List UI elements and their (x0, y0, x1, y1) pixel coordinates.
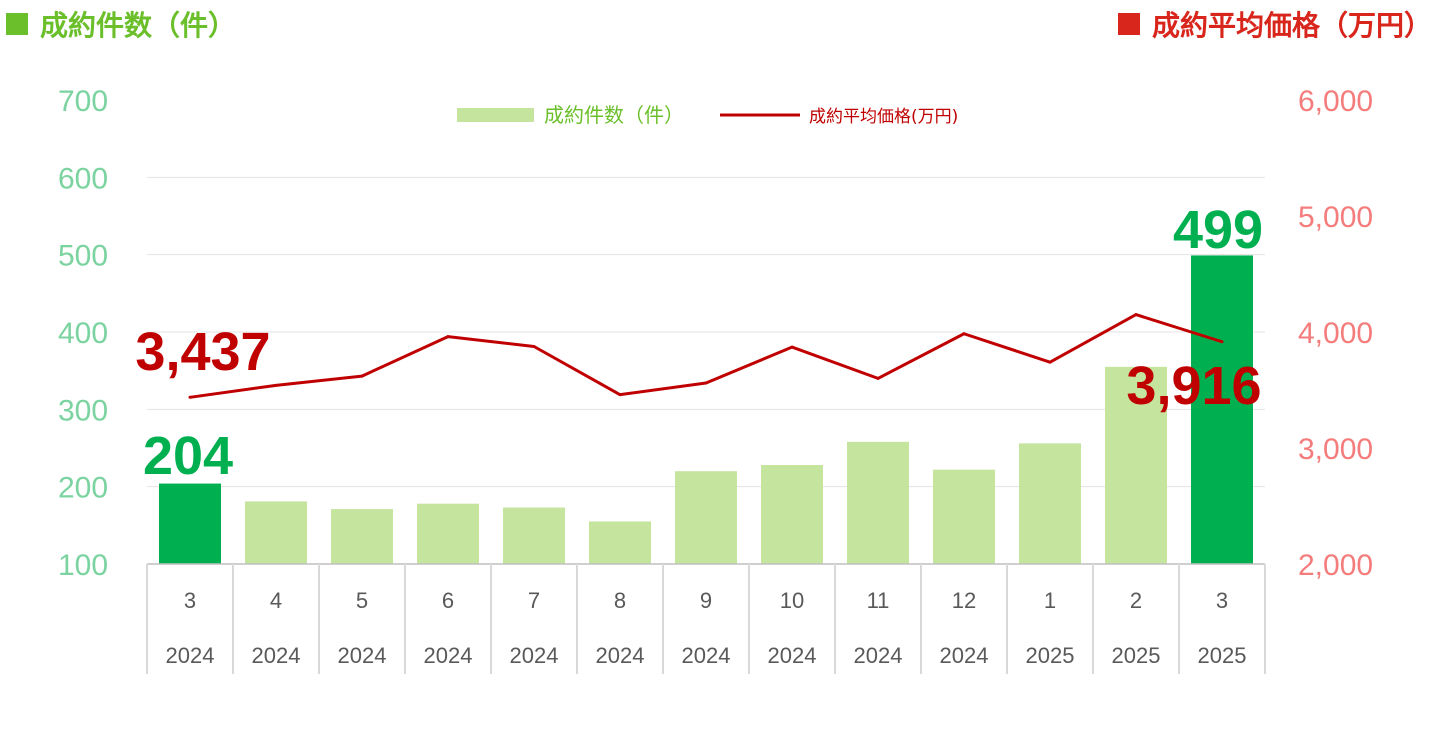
bar (417, 503, 479, 564)
bar (761, 465, 823, 564)
x-year-label: 2024 (768, 643, 817, 668)
bar (933, 469, 995, 564)
left-axis-tick-label: 300 (58, 394, 108, 427)
price-point (188, 395, 192, 399)
price-line (189, 313, 1223, 399)
bar (159, 483, 221, 564)
x-year-label: 2024 (682, 643, 731, 668)
price-point (1048, 360, 1052, 364)
right-axis-tick-label: 3,000 (1298, 433, 1373, 466)
bar (589, 521, 651, 564)
data-label: 204 (143, 426, 233, 486)
x-year-label: 2024 (166, 643, 215, 668)
price-point (274, 383, 278, 387)
price-point (532, 345, 536, 348)
data-label: 3,437 (135, 322, 270, 382)
x-year-label: 2025 (1198, 643, 1247, 668)
x-year-label: 2025 (1026, 643, 1075, 668)
left-axis-tick-label: 600 (58, 162, 108, 195)
price-point (876, 376, 880, 380)
green-square-icon (6, 13, 28, 35)
bar (1105, 366, 1167, 564)
x-month-label: 3 (184, 588, 196, 613)
legend-line-label: 成約平均価格(万円) (809, 107, 958, 127)
left-axis-header: 成約件数（件） (6, 4, 236, 44)
right-axis-tick-label: 6,000 (1298, 85, 1373, 118)
x-year-label: 2024 (510, 643, 559, 668)
x-year-label: 2024 (940, 643, 989, 668)
x-month-label: 4 (270, 588, 282, 613)
price-point (446, 335, 450, 339)
x-month-label: 7 (528, 588, 540, 613)
bar (1019, 443, 1081, 564)
x-year-label: 2025 (1112, 643, 1161, 668)
left-axis-tick-label: 700 (58, 85, 108, 118)
x-month-label: 1 (1044, 588, 1056, 613)
bar (503, 507, 565, 564)
price-point (704, 381, 708, 385)
x-year-label: 2024 (338, 643, 387, 668)
right-axis-tick-label: 4,000 (1298, 317, 1373, 350)
bar (245, 501, 307, 564)
x-year-label: 2024 (596, 643, 645, 668)
x-month-label: 3 (1216, 588, 1228, 613)
price-point (1134, 313, 1138, 317)
right-axis-tick-label: 2,000 (1298, 549, 1373, 582)
x-month-label: 10 (780, 588, 804, 613)
x-year-label: 2024 (252, 643, 301, 668)
x-month-label: 6 (442, 588, 454, 613)
bar (675, 471, 737, 564)
left-axis-tick-label: 100 (58, 549, 108, 582)
price-point (790, 345, 794, 349)
x-year-label: 2024 (424, 643, 473, 668)
right-axis-header-label: 成約平均価格（万円） (1151, 9, 1432, 42)
data-label: 499 (1173, 200, 1263, 260)
right-axis-header: 成約平均価格（万円） (1117, 4, 1432, 44)
price-point (962, 332, 966, 336)
bar (1191, 255, 1253, 564)
x-month-label: 11 (867, 588, 890, 613)
x-month-label: 9 (700, 588, 712, 613)
price-point (1220, 340, 1224, 344)
x-month-label: 2 (1130, 588, 1142, 613)
left-axis-tick-label: 200 (58, 472, 108, 505)
left-axis-tick-label: 400 (58, 317, 108, 350)
bar (847, 441, 909, 564)
x-month-label: 5 (356, 588, 368, 613)
legend-bar-label: 成約件数（件） (544, 103, 684, 127)
bar (331, 509, 393, 564)
data-label: 3,916 (1126, 356, 1261, 416)
left-axis-header-label: 成約件数（件） (40, 9, 237, 42)
red-square-icon (1117, 13, 1140, 35)
right-axis-tick-label: 5,000 (1298, 201, 1373, 234)
x-year-label: 2024 (854, 643, 903, 668)
price-point (360, 374, 364, 378)
left-axis-tick-label: 500 (58, 240, 108, 273)
x-month-label: 8 (614, 588, 626, 613)
price-point (618, 393, 622, 397)
x-month-label: 12 (952, 588, 976, 613)
legend-bar-swatch (457, 108, 534, 122)
